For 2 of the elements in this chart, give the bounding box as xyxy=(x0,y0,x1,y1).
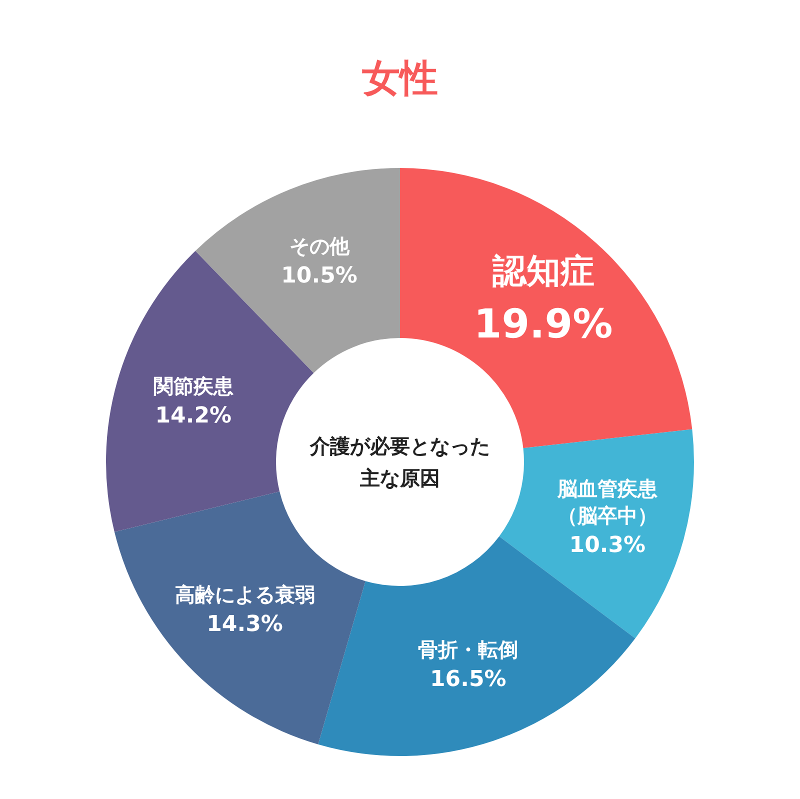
chart-title: 女性 xyxy=(362,56,438,100)
text: 介護が必要となった主な原因 xyxy=(309,434,490,490)
